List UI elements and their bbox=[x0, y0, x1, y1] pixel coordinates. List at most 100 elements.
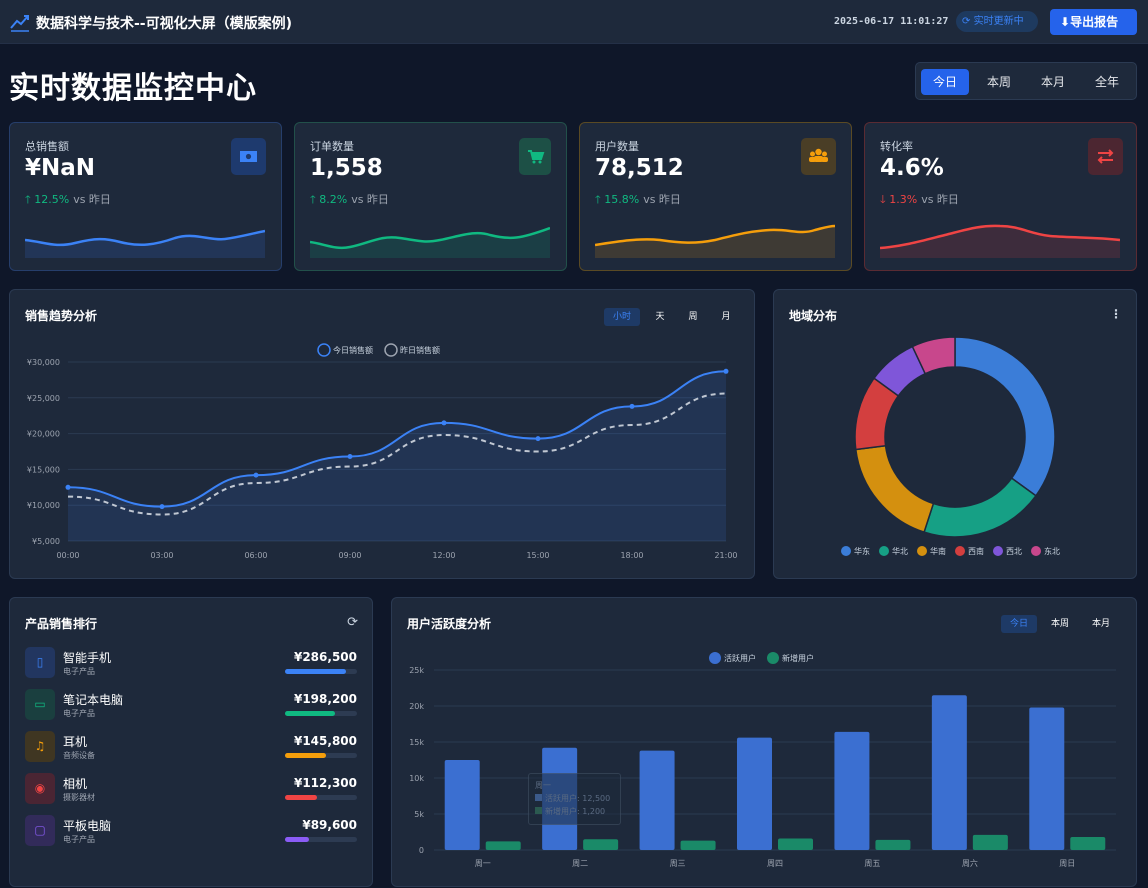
arrow-up-icon: 🡑 bbox=[25, 193, 31, 206]
legend-marker bbox=[993, 546, 1003, 556]
refresh-icon: ⟳ bbox=[962, 16, 971, 27]
tab-year[interactable]: 全年 bbox=[1094, 75, 1119, 89]
legend-label: 华北 bbox=[892, 546, 908, 556]
y-tick-label: ¥30,000 bbox=[27, 358, 60, 367]
bar-active-users bbox=[1029, 707, 1065, 850]
legend-marker bbox=[955, 546, 965, 556]
ranking-item[interactable]: ◉ 相机 摄影器材 ¥112,300 bbox=[25, 773, 357, 807]
kpi-sparkline bbox=[595, 224, 835, 258]
tab-month[interactable]: 月 bbox=[721, 312, 731, 322]
arrow-down-icon: 🡓 bbox=[880, 193, 886, 206]
y-tick-label: ¥15,000 bbox=[27, 465, 60, 474]
product-amount: ¥145,800 bbox=[293, 734, 357, 748]
bar-active-users bbox=[737, 737, 772, 850]
trend-chart-icon bbox=[10, 15, 29, 32]
x-tick-label: 周五 bbox=[864, 859, 880, 868]
x-tick-label: 09:00 bbox=[338, 551, 361, 560]
kpi-sparkline bbox=[880, 224, 1120, 258]
tab-day[interactable]: 天 bbox=[655, 312, 665, 322]
region-panel: 地域分布 ⋮ 华东 华北 华南 西南 西北 东北 bbox=[773, 289, 1137, 579]
product-share-bar bbox=[285, 669, 357, 674]
download-icon: ⬇ bbox=[1060, 15, 1071, 29]
tab-week[interactable]: 周 bbox=[688, 312, 698, 322]
product-name: 相机 bbox=[63, 777, 88, 791]
legend-label-new: 新增用户 bbox=[782, 653, 814, 663]
product-share-bar bbox=[285, 711, 357, 716]
tab-today[interactable]: 今日 bbox=[1001, 615, 1037, 633]
y-tick-label: ¥5,000 bbox=[32, 537, 60, 546]
kpi-change: 🡑 15.8% vs 昨日 bbox=[595, 191, 681, 210]
cart-icon bbox=[519, 138, 551, 175]
tablet-icon: ▢ bbox=[25, 815, 55, 846]
y-tick-label: 0 bbox=[419, 846, 424, 855]
y-tick-label: 5k bbox=[414, 810, 424, 819]
product-share-bar bbox=[285, 795, 357, 800]
export-report-button[interactable]: ⬇导出报告 bbox=[1050, 9, 1137, 35]
kpi-card-sales: 总销售额 ¥NaN 🡑 12.5% vs 昨日 bbox=[9, 122, 282, 271]
y-tick-label: ¥20,000 bbox=[27, 430, 60, 439]
legend-label-yesterday: 昨日销售额 bbox=[400, 345, 440, 355]
tab-today[interactable]: 今日 bbox=[921, 69, 969, 95]
users-icon bbox=[801, 138, 836, 175]
legend-label: 西北 bbox=[1006, 547, 1022, 556]
tab-hour[interactable]: 小时 bbox=[604, 308, 640, 326]
laptop-icon: ▭ bbox=[25, 689, 55, 720]
product-category: 音频设备 bbox=[63, 751, 95, 760]
series-line-yesterday bbox=[67, 392, 727, 516]
section-title: 销售趋势分析 bbox=[25, 309, 98, 323]
more-options-icon[interactable]: ⋮ bbox=[1110, 307, 1122, 321]
cash-icon bbox=[231, 138, 266, 175]
bar-new-users bbox=[778, 838, 813, 850]
refresh-icon[interactable]: ⟳ bbox=[347, 615, 358, 630]
x-tick-label: 周四 bbox=[767, 859, 783, 868]
tooltip-new-text: 新增用户: 1,200 bbox=[545, 807, 606, 816]
ranking-item[interactable]: ▭ 笔记本电脑 电子产品 ¥198,200 bbox=[25, 689, 357, 723]
app-title: 数据科学与技术--可视化大屏（模版案例) bbox=[36, 16, 293, 32]
live-status-badge: ⟳ 实时更新中 bbox=[956, 11, 1038, 32]
tooltip-active: 活跃用户: 12,500 bbox=[535, 792, 614, 805]
range-tabs: 今日 本周 本月 全年 bbox=[915, 62, 1137, 100]
tab-month[interactable]: 本月 bbox=[1040, 75, 1065, 89]
sales-trend-panel: 销售趋势分析 小时 天 周 月 ¥5,000 ¥10,000 ¥15,000 ¥20,… bbox=[9, 289, 755, 579]
kpi-vs: vs 昨日 bbox=[73, 193, 111, 206]
y-tick-label: 25k bbox=[409, 666, 424, 675]
x-tick-label: 06:00 bbox=[244, 551, 267, 560]
product-amount: ¥89,600 bbox=[302, 818, 357, 832]
legend-marker-new bbox=[767, 652, 779, 664]
live-status-label: 实时更新中 bbox=[973, 16, 1024, 27]
section-title: 产品销售排行 bbox=[25, 617, 98, 631]
data-point bbox=[347, 454, 353, 460]
ranking-item[interactable]: ▢ 平板电脑 电子产品 ¥89,600 bbox=[25, 815, 357, 849]
kpi-value: 78,512 bbox=[595, 155, 684, 181]
chart-tooltip: 周一 活跃用户: 12,500 新增用户: 1,200 bbox=[528, 773, 621, 825]
y-tick-label: 15k bbox=[409, 738, 424, 747]
product-category: 电子产品 bbox=[63, 835, 95, 844]
tab-month[interactable]: 本月 bbox=[1091, 619, 1110, 629]
legend-marker-yesterday bbox=[384, 343, 398, 357]
product-share-bar bbox=[285, 753, 357, 758]
donut-slice bbox=[954, 336, 1056, 497]
legend-label: 华南 bbox=[930, 546, 946, 556]
data-point bbox=[535, 436, 541, 442]
ranking-item[interactable]: ▯ 智能手机 电子产品 ¥286,500 bbox=[25, 647, 357, 681]
kpi-label: 总销售额 bbox=[25, 140, 69, 153]
arrow-up-icon: 🡑 bbox=[310, 193, 316, 206]
bar-active-users bbox=[931, 695, 967, 850]
product-ranking-panel: 产品销售排行 ⟳ ▯ 智能手机 电子产品 ¥286,500 ▭ 笔记本电脑 电子产品 ¥198… bbox=[9, 597, 373, 887]
x-tick-label: 18:00 bbox=[620, 551, 643, 560]
legend-marker-active bbox=[709, 652, 721, 664]
section-title: 用户活跃度分析 bbox=[407, 617, 492, 631]
product-amount: ¥112,300 bbox=[293, 776, 357, 790]
ranking-item[interactable]: ♫ 耳机 音频设备 ¥145,800 bbox=[25, 731, 357, 765]
legend-marker bbox=[879, 546, 889, 556]
bar-new-users bbox=[875, 839, 911, 850]
donut-slice bbox=[854, 444, 935, 534]
arrow-up-icon: 🡑 bbox=[595, 193, 601, 206]
bar-new-users bbox=[485, 841, 521, 850]
kpi-value: 4.6% bbox=[880, 155, 944, 181]
tab-week[interactable]: 本周 bbox=[1050, 619, 1069, 629]
donut-slice bbox=[923, 477, 1037, 538]
tab-week[interactable]: 本周 bbox=[986, 75, 1011, 89]
product-name: 智能手机 bbox=[63, 651, 112, 665]
x-tick-label: 12:00 bbox=[432, 551, 455, 560]
